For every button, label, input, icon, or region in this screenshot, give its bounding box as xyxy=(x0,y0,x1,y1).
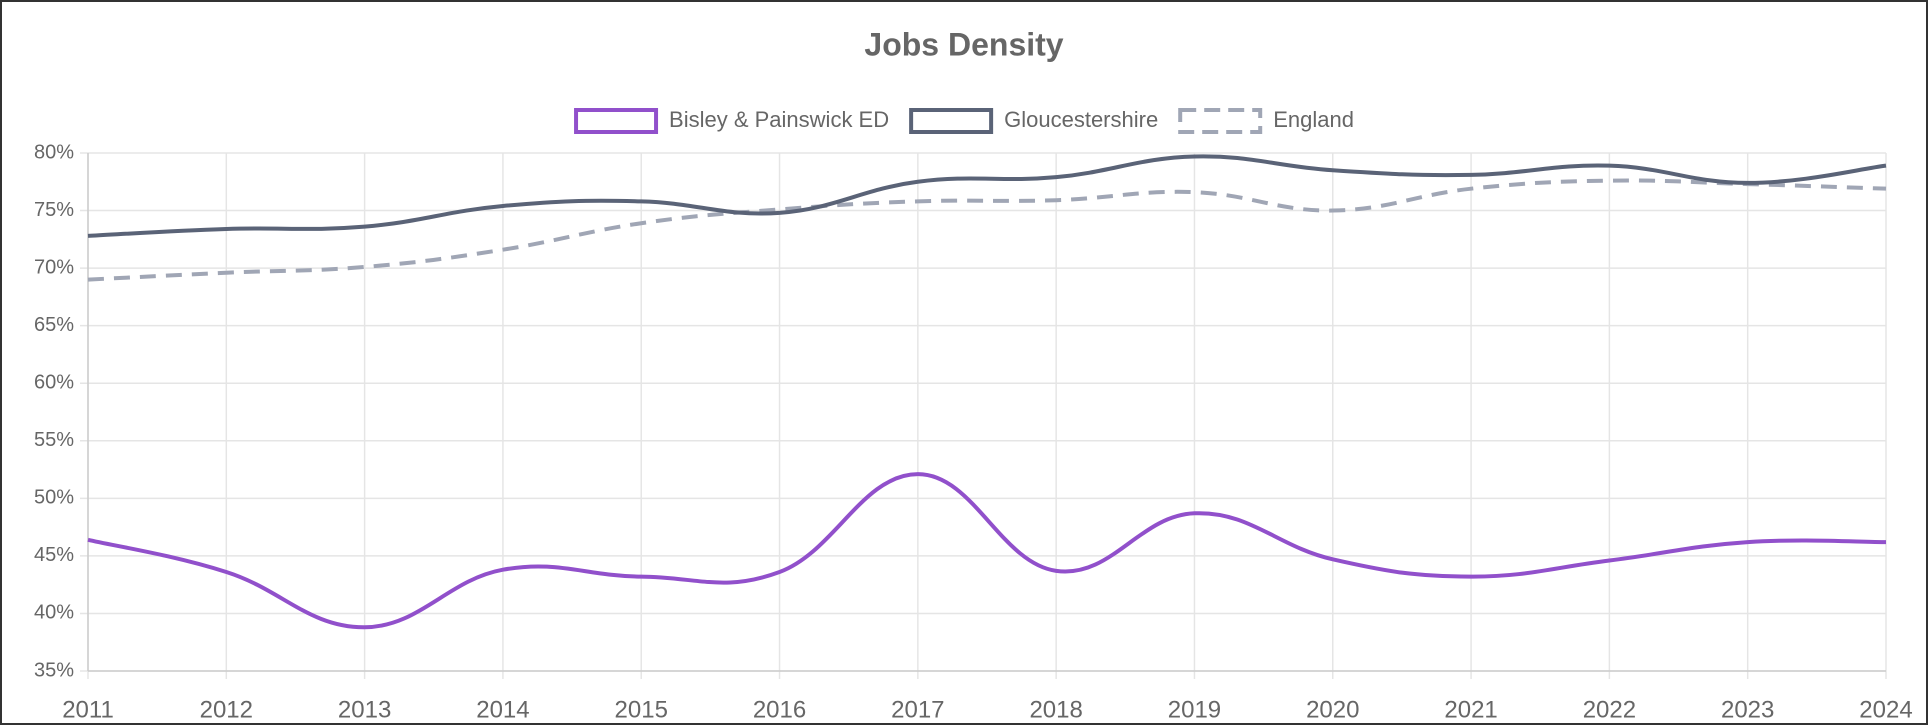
y-tick-label: 75% xyxy=(34,199,74,221)
y-tick-label: 70% xyxy=(34,256,74,278)
series-line xyxy=(87,178,1887,282)
x-tick-label: 2018 xyxy=(1029,696,1082,723)
series-line xyxy=(87,154,1887,238)
x-tick-label: 2012 xyxy=(200,696,253,723)
y-tick-label: 50% xyxy=(34,487,74,509)
legend-label: England xyxy=(1273,107,1354,132)
y-tick-label: 45% xyxy=(34,544,74,566)
y-tick-label: 80% xyxy=(34,141,74,163)
x-tick-label: 2019 xyxy=(1168,696,1221,723)
y-tick-label: 55% xyxy=(34,429,74,451)
y-tick-label: 40% xyxy=(34,602,74,624)
y-tick-label: 65% xyxy=(34,314,74,336)
x-tick-label: 2014 xyxy=(476,696,529,723)
chart-title: Jobs Density xyxy=(864,26,1063,62)
x-tick-label: 2013 xyxy=(338,696,391,723)
legend-item: Gloucestershire xyxy=(909,107,1158,134)
x-tick-label: 2024 xyxy=(1859,696,1912,723)
legend-label: Bisley & Painswick ED xyxy=(669,107,889,132)
x-tick-label: 2011 xyxy=(62,696,114,723)
x-tick-label: 2020 xyxy=(1306,696,1359,723)
x-tick-label: 2021 xyxy=(1444,696,1497,723)
legend-swatch xyxy=(574,108,659,134)
legend-label: Gloucestershire xyxy=(1004,107,1158,132)
x-tick-label: 2022 xyxy=(1583,696,1636,723)
y-tick-label: 35% xyxy=(34,659,74,681)
legend-item: Bisley & Painswick ED xyxy=(574,107,889,134)
x-tick-label: 2015 xyxy=(615,696,668,723)
y-tick-label: 60% xyxy=(34,372,74,394)
legend-swatch xyxy=(909,108,994,134)
legend-item: England xyxy=(1178,107,1354,134)
x-tick-label: 2017 xyxy=(891,696,944,723)
legend-swatch xyxy=(1178,108,1263,134)
series-line xyxy=(87,472,1887,630)
x-tick-label: 2023 xyxy=(1721,696,1774,723)
legend: Bisley & Painswick ED Gloucestershire Engl… xyxy=(574,107,1354,134)
x-tick-label: 2016 xyxy=(753,696,806,723)
